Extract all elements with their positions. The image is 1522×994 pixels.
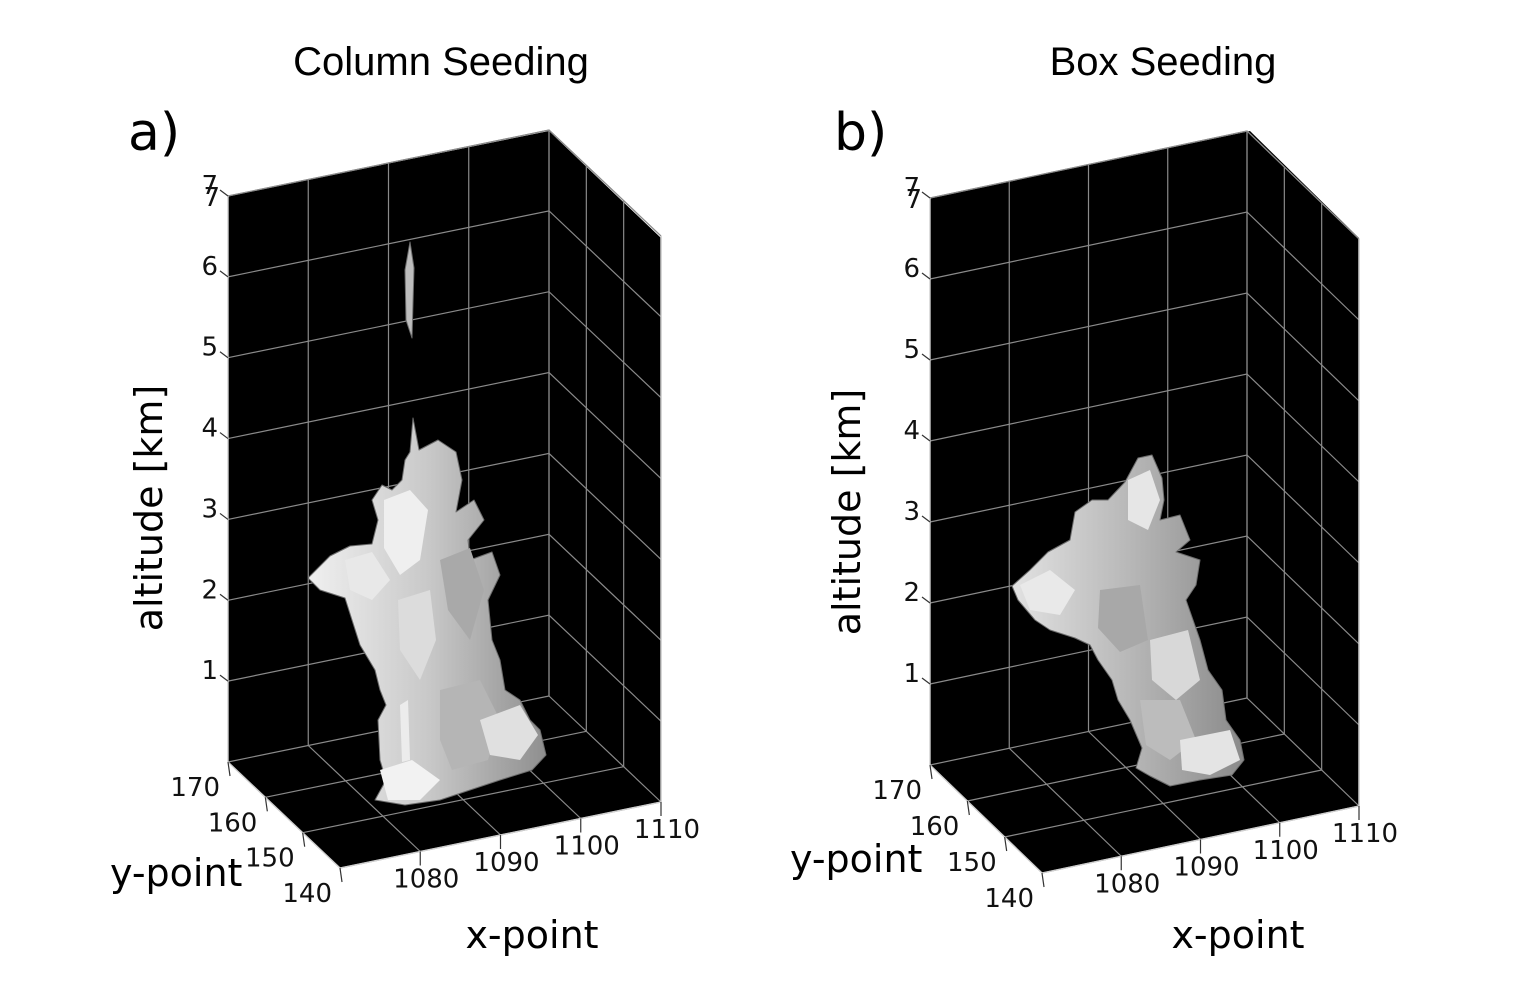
surface-highlight: [480, 705, 538, 760]
y-tick-label: 150: [947, 848, 997, 878]
z-tick-label: 7: [905, 185, 922, 215]
z-tick-mark: [219, 432, 229, 440]
z-tick-mark: [921, 191, 931, 199]
surface-highlight: [384, 490, 428, 575]
panel-b-ylabel: y-point: [790, 837, 922, 881]
z-tick-label: 7: [201, 171, 218, 201]
y-tick-mark: [264, 797, 268, 812]
z-tick-mark: [219, 351, 229, 359]
y-floor-gridline: [302, 766, 624, 834]
surface-highlight: [1020, 570, 1075, 615]
y-tick-mark: [302, 832, 306, 847]
y-tick-label: 170: [170, 773, 220, 803]
surface-highlight: [1150, 630, 1200, 700]
z-tick-label: 5: [201, 333, 218, 363]
x-floor-gridline: [307, 745, 421, 852]
z-tick-label: 7: [903, 173, 920, 203]
z-tick-label: 1: [201, 656, 218, 686]
x-floor-gridline: [1088, 731, 1201, 840]
panel-a-label: a): [128, 103, 180, 163]
surface-highlight: [345, 552, 390, 600]
x-tick-label: 1110: [1332, 819, 1398, 849]
y-tick-mark: [966, 800, 970, 816]
panel-a-xlabel: x-point: [465, 913, 598, 957]
z-tick-label: 5: [903, 335, 920, 365]
panel-a-ticks: 1 2 3 4 5 6 77 140 150 160 170 1080 1090 1100 1110: [170, 171, 700, 909]
panel-a-zlabel: altitude [km]: [127, 385, 171, 632]
z-tick-mark: [219, 512, 229, 520]
panel-a-ylabel: y-point: [110, 851, 242, 895]
z-tick-mark: [921, 596, 931, 604]
y-tick-mark: [339, 867, 343, 883]
z-tick-label: 3: [903, 497, 920, 527]
surface-highlight: [400, 700, 410, 762]
z-tick-mark: [921, 434, 931, 442]
surface-highlight: [1128, 470, 1160, 530]
y-tick-label: 140: [984, 884, 1034, 914]
surface-shadow: [440, 680, 500, 770]
y-tick-label: 150: [245, 844, 295, 874]
panel-a-isosurface: [307, 241, 547, 806]
panel-b-title: Box Seeding: [1050, 40, 1277, 84]
panel-b: Box Seeding b) 1234567714015016017010801…: [790, 40, 1398, 957]
panel-b-xlabel: x-point: [1171, 913, 1304, 957]
z-tick-label: 4: [903, 416, 920, 446]
z-tick-mark: [219, 270, 229, 278]
x-floor-gridline: [548, 695, 662, 803]
surface-highlight: [398, 590, 436, 680]
x-tick-label: 1090: [473, 848, 539, 878]
z-tick-mark: [921, 677, 931, 685]
z-tick-label: 3: [201, 494, 218, 524]
detached-fragment: [404, 241, 415, 339]
y-tick-label: 160: [208, 808, 258, 838]
y-tick-mark: [929, 764, 933, 780]
x-tick-label: 1110: [634, 815, 700, 845]
z-tick-label: 4: [201, 414, 218, 444]
box-edge: [227, 761, 341, 869]
y-floor-gridline: [1004, 769, 1322, 838]
z-tick-mark: [921, 515, 931, 523]
y-tick-label: 160: [910, 812, 960, 842]
z-tick-label: 2: [201, 575, 218, 605]
panel-b-ticks: 1 2 3 4 5 6 77 140 150 160 170 1080 1090 1100 1110: [872, 173, 1398, 914]
z-tick-mark: [219, 189, 229, 197]
z-tick-mark: [219, 674, 229, 682]
surface-highlight: [380, 760, 440, 800]
x-tick-label: 1100: [554, 832, 620, 862]
x-floor-gridline: [1246, 697, 1360, 807]
surface-highlight: [1180, 730, 1240, 775]
y-tick-mark: [1041, 872, 1045, 888]
x-tick-label: 1080: [393, 865, 459, 895]
y-tick-label: 140: [282, 879, 332, 909]
x-tick-label: 1090: [1173, 853, 1239, 883]
z-tick-label: 1: [903, 659, 920, 689]
z-tick-label: 7: [203, 183, 220, 213]
x-tick-label: 1100: [1253, 836, 1319, 866]
panel-b-zlabel: altitude [km]: [825, 389, 869, 636]
z-tick-mark: [921, 353, 931, 361]
panel-b-isosurface: [1011, 454, 1245, 787]
y-tick-mark: [1004, 836, 1008, 852]
panel-a-title: Column Seeding: [293, 40, 589, 84]
z-tick-mark: [921, 272, 931, 280]
panel-b-grid: [929, 130, 1360, 874]
x-tick-label: 1080: [1094, 869, 1160, 899]
y-tick-mark: [227, 761, 231, 777]
z-tick-mark: [219, 593, 229, 601]
y-tick-label: 170: [872, 776, 922, 806]
box-edge: [929, 764, 1043, 874]
z-tick-label: 6: [903, 254, 920, 284]
x-floor-gridline: [1008, 747, 1122, 857]
z-tick-label: 6: [201, 252, 218, 282]
surface-shadow: [440, 548, 484, 640]
surface-shadow: [1098, 585, 1148, 652]
panel-a: Column Seeding a) 1 2 3 4 5 6 77 140 150 160 170 10…: [110, 40, 700, 957]
panel-b-label: b): [834, 103, 887, 163]
z-tick-label: 2: [903, 578, 920, 608]
